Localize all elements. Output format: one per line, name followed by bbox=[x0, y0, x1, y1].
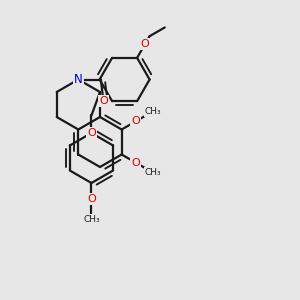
Text: O: O bbox=[141, 39, 150, 49]
Text: O: O bbox=[87, 194, 96, 204]
Text: CH₃: CH₃ bbox=[145, 107, 161, 116]
Text: O: O bbox=[131, 116, 140, 126]
Text: O: O bbox=[87, 128, 96, 138]
Text: N: N bbox=[74, 73, 83, 86]
Text: CH₃: CH₃ bbox=[145, 168, 161, 177]
Text: O: O bbox=[99, 96, 108, 106]
Text: O: O bbox=[131, 158, 140, 168]
Text: CH₃: CH₃ bbox=[83, 215, 100, 224]
